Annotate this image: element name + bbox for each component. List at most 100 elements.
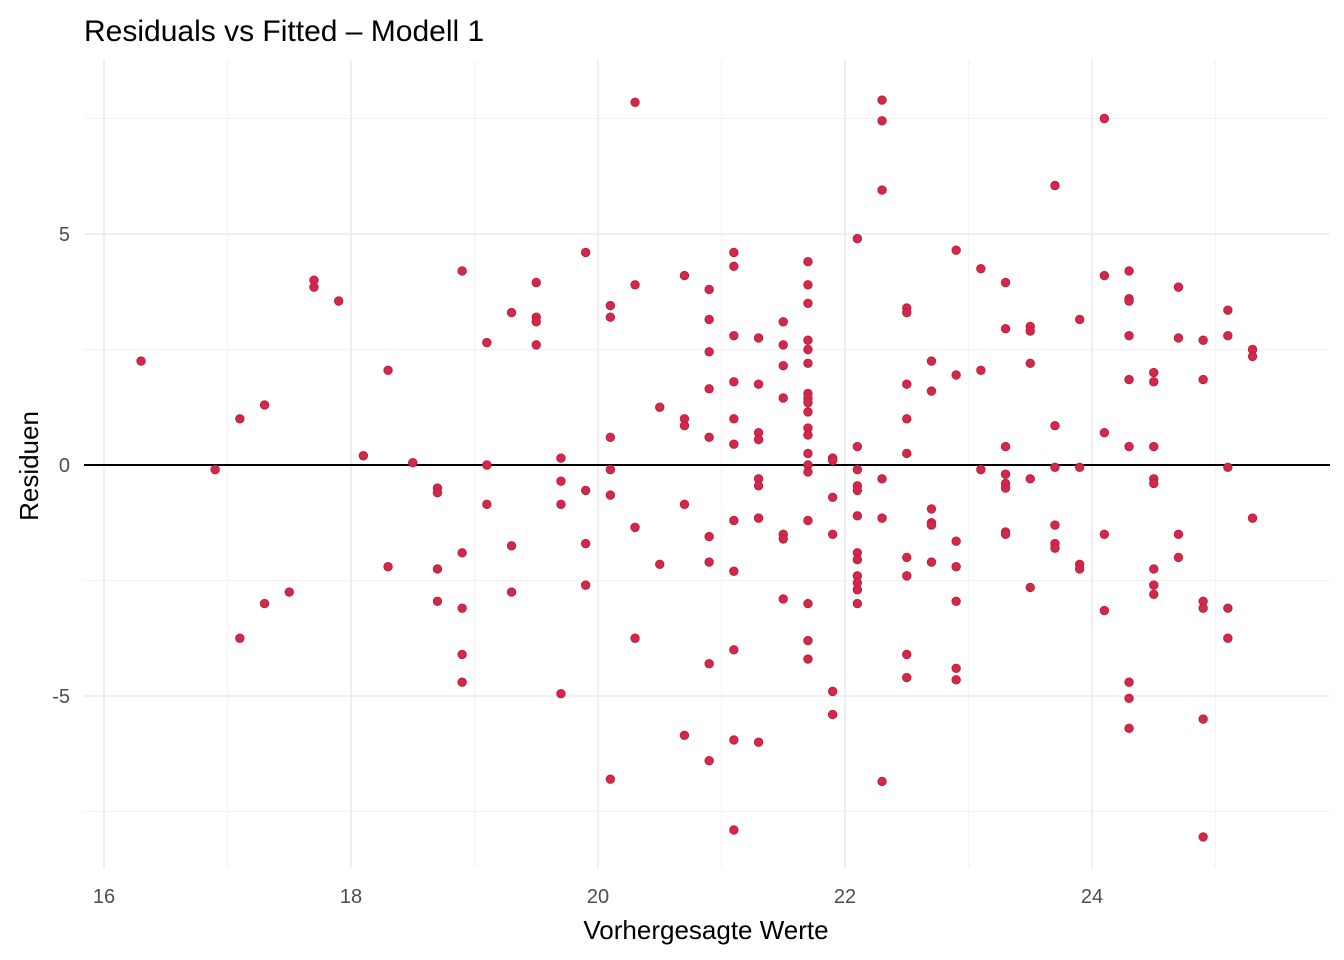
data-point (630, 97, 640, 108)
data-point (1000, 324, 1011, 334)
data-point (803, 298, 813, 308)
data-point (803, 280, 813, 290)
data-point (605, 774, 616, 784)
data-point (852, 464, 863, 475)
data-point (1124, 266, 1134, 276)
data-point (1050, 421, 1060, 431)
data-point (1198, 832, 1208, 842)
data-point (580, 485, 591, 496)
data-point (333, 296, 344, 306)
x-tick-label: 24 (1081, 886, 1103, 908)
data-points (136, 95, 1258, 842)
data-point (1173, 333, 1184, 343)
data-point (506, 587, 517, 597)
data-point (827, 492, 838, 503)
data-point (902, 552, 912, 563)
data-point (753, 737, 764, 747)
data-point (1050, 520, 1060, 530)
data-point (877, 185, 887, 195)
data-point (1074, 564, 1085, 574)
data-point (877, 116, 887, 126)
data-point (803, 407, 813, 417)
data-point (902, 571, 912, 581)
data-point (235, 633, 245, 643)
data-point (852, 585, 863, 595)
data-point (506, 541, 517, 551)
data-point (926, 557, 937, 567)
data-point (1124, 441, 1134, 452)
data-point (926, 520, 937, 530)
data-point (1149, 580, 1159, 590)
data-point (1149, 589, 1159, 600)
chart-title: Residuals vs Fitted – Modell 1 (84, 15, 484, 48)
data-point (852, 485, 863, 496)
data-point (383, 561, 393, 572)
data-point (1124, 723, 1134, 734)
data-point (1000, 441, 1011, 452)
data-point (976, 464, 986, 475)
data-point (1198, 603, 1208, 613)
data-point (704, 658, 714, 669)
data-point (852, 441, 863, 452)
data-point (803, 635, 813, 646)
data-point (951, 561, 961, 572)
data-point (803, 397, 813, 408)
data-point (482, 499, 492, 509)
data-point (605, 312, 616, 322)
data-point (531, 340, 541, 350)
data-point (852, 598, 863, 609)
data-point (753, 481, 764, 491)
data-point (852, 511, 863, 521)
data-point (902, 448, 912, 459)
data-point (877, 474, 887, 484)
data-point (729, 261, 739, 272)
data-point (432, 596, 443, 606)
data-point (926, 356, 937, 366)
data-point (803, 598, 813, 609)
data-point (556, 499, 566, 509)
data-point (1099, 529, 1110, 539)
data-point (1124, 296, 1134, 306)
data-point (457, 548, 467, 558)
data-point (679, 270, 690, 281)
data-point (1025, 358, 1035, 369)
data-point (902, 307, 912, 318)
data-point (284, 587, 294, 597)
data-point (1149, 441, 1159, 452)
data-point (803, 515, 813, 526)
data-point (753, 379, 764, 389)
data-point (778, 594, 788, 604)
data-point (803, 430, 813, 440)
data-point (1198, 335, 1208, 345)
data-point (1099, 427, 1110, 438)
data-point (1223, 603, 1233, 613)
data-point (383, 365, 393, 375)
data-point (778, 393, 788, 403)
data-point (482, 460, 492, 470)
data-point (1247, 513, 1258, 523)
data-point (902, 672, 912, 683)
data-point (778, 534, 788, 544)
data-point (1050, 462, 1060, 473)
data-point (679, 421, 690, 431)
data-point (704, 284, 714, 295)
data-point (605, 464, 616, 475)
data-point (1149, 377, 1159, 387)
data-point (729, 330, 739, 341)
data-point (729, 515, 739, 526)
y-axis-title: Residuen (14, 411, 44, 521)
data-point (259, 598, 270, 609)
data-point (1198, 374, 1208, 385)
data-point (704, 531, 714, 542)
data-point (605, 300, 616, 311)
data-point (630, 633, 640, 643)
data-point (778, 317, 788, 327)
data-point (556, 688, 566, 699)
data-point (556, 476, 566, 486)
data-point (1025, 326, 1035, 336)
data-point (902, 649, 912, 660)
data-point (704, 432, 714, 442)
data-point (531, 277, 541, 288)
data-point (877, 776, 887, 787)
